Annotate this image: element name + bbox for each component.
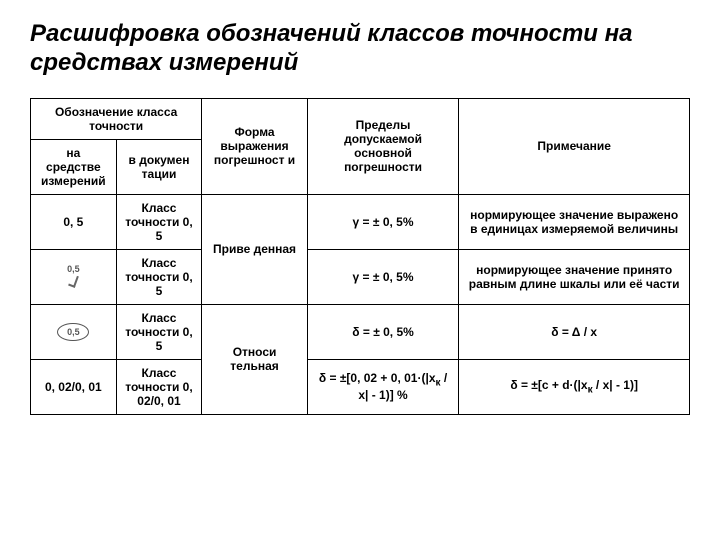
header-in-docs: в докумен тации [116,139,202,194]
header-note: Примечание [459,98,690,194]
cell-note: нормирующее значение принято равным длин… [459,249,690,304]
cell-limits: δ = ±[0, 02 + 0, 01·(|xк / x| - 1)] % [307,359,459,414]
cell-form: Относи тельная [202,304,307,414]
cell-docs: Класс точности 0, 02/0, 01 [116,359,202,414]
cell-note: δ = Δ / x [459,304,690,359]
header-form: Форма выражения погрешност и [202,98,307,194]
table-row: 0, 02/0, 01 Класс точности 0, 02/0, 01 δ… [31,359,690,414]
cell-device-symbol: 0,5 [31,304,117,359]
cell-docs: Класс точности 0, 5 [116,304,202,359]
header-designation: Обозначение класса точности [31,98,202,139]
cell-note: δ = ±[c + d·(|xк / x| - 1)] [459,359,690,414]
cell-device: 0, 5 [31,194,117,249]
arrow-down-symbol: 0,5 [39,264,108,290]
cell-note: нормирующее значение выражено в единицах… [459,194,690,249]
cell-limits: δ = ± 0, 5% [307,304,459,359]
accuracy-class-table: Обозначение класса точности Форма выраже… [30,98,690,415]
page-title: Расшифровка обозначений классов точности… [30,20,690,78]
cell-limits: γ = ± 0, 5% [307,249,459,304]
circle-symbol: 0,5 [57,323,89,341]
cell-docs: Класс точности 0, 5 [116,249,202,304]
cell-docs: Класс точности 0, 5 [116,194,202,249]
header-limits: Пределы допускаемой основной погрешности [307,98,459,194]
header-on-device: на средстве измерений [31,139,117,194]
cell-device-symbol: 0,5 [31,249,117,304]
cell-device: 0, 02/0, 01 [31,359,117,414]
cell-form: Приве денная [202,194,307,304]
table-row: 0,5 Класс точности 0, 5 γ = ± 0, 5% норм… [31,249,690,304]
cell-limits: γ = ± 0, 5% [307,194,459,249]
table-header-row-1: Обозначение класса точности Форма выраже… [31,98,690,139]
table-row: 0, 5 Класс точности 0, 5 Приве денная γ … [31,194,690,249]
table-row: 0,5 Класс точности 0, 5 Относи тельная δ… [31,304,690,359]
